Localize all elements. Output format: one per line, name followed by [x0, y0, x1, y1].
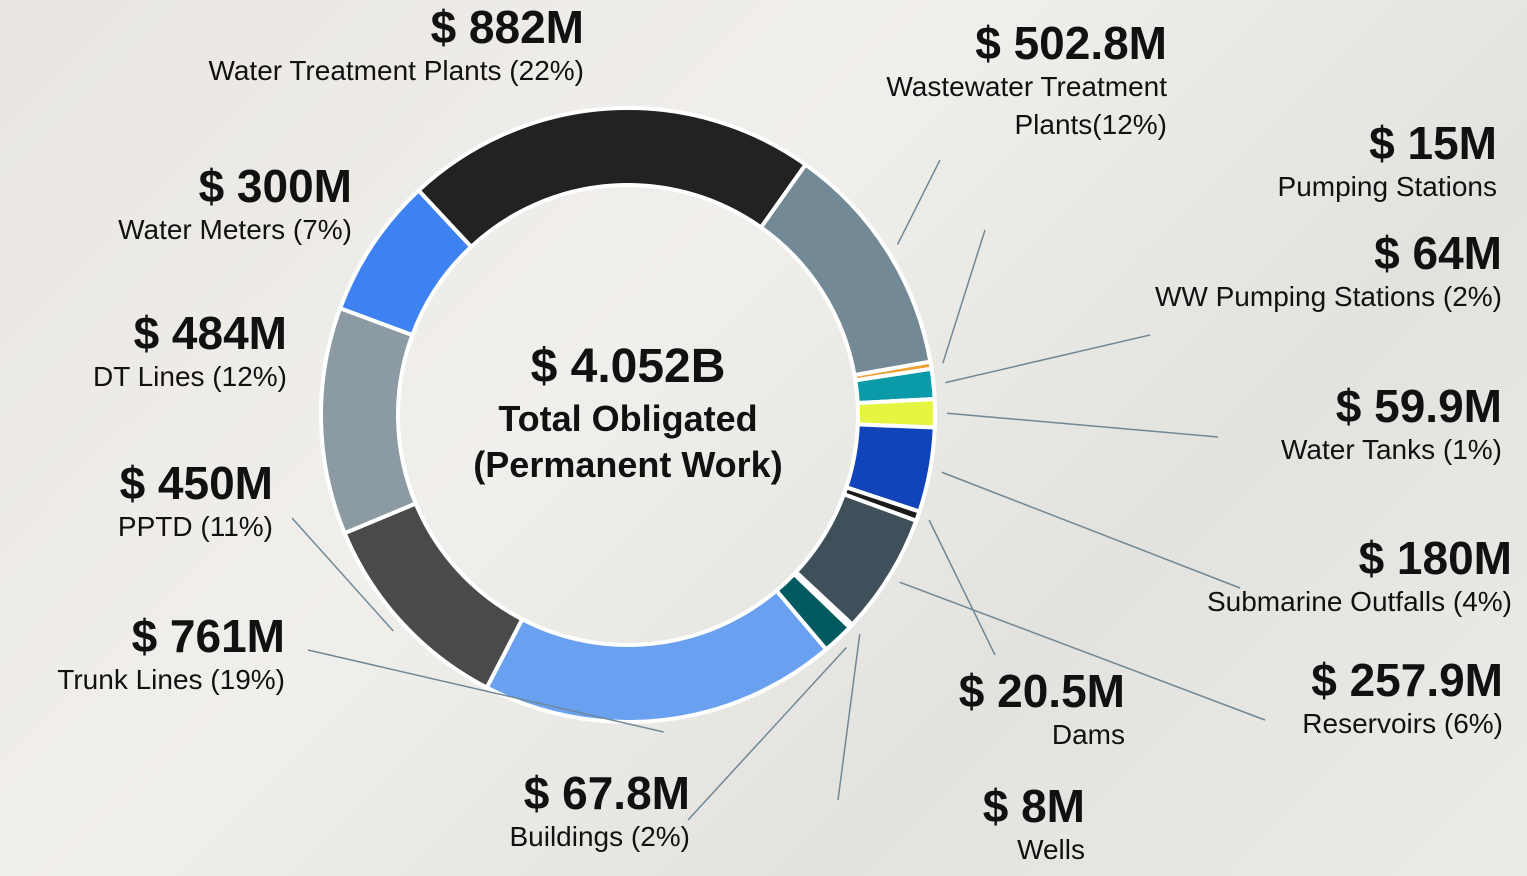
category-label: Buildings (2%): [509, 821, 690, 852]
value-label: $ 882M: [430, 1, 584, 53]
segment-label: $ 761M Trunk Lines (19%): [57, 611, 285, 699]
donut-segment: [342, 500, 525, 691]
donut-segment: [319, 305, 419, 536]
value-label: $ 64M: [1374, 227, 1502, 279]
category-label: Water Treatment Plants (22%): [208, 55, 584, 86]
value-label: $ 180M: [1358, 532, 1512, 584]
value-label: $ 8M: [982, 780, 1085, 832]
center-label: $ 4.052B Total Obligated (Permanent Work…: [408, 338, 848, 488]
value-label: $ 15M: [1369, 117, 1497, 169]
category-label: Dams: [1051, 719, 1125, 750]
segment-label: $ 502.8M Wastewater Treatment Plants(12%): [797, 18, 1167, 144]
value-label: $ 450M: [119, 457, 273, 509]
segment-label: $ 180M Submarine Outfalls (4%): [1207, 533, 1512, 621]
category-label: Submarine Outfalls (4%): [1206, 586, 1512, 617]
leader-line: [896, 159, 941, 245]
leader-line: [687, 646, 847, 821]
value-label: $ 502.8M: [975, 17, 1167, 69]
category-label: Water Tanks (1%): [1281, 434, 1502, 465]
value-label: $ 20.5M: [958, 665, 1125, 717]
center-value: $ 4.052B: [530, 340, 726, 393]
segment-label: $ 64M WW Pumping Stations (2%): [1155, 228, 1502, 316]
leader-line: [307, 649, 664, 733]
leader-line: [942, 229, 986, 364]
value-label: $ 300M: [198, 160, 352, 212]
center-caption: Total Obligated (Permanent Work): [473, 398, 783, 485]
category-label: Wastewater Treatment Plants(12%): [886, 71, 1167, 140]
leader-line: [946, 412, 1219, 438]
value-label: $ 257.9M: [1311, 654, 1503, 706]
leader-line: [899, 581, 1266, 721]
segment-label: $ 59.9M Water Tanks (1%): [1281, 381, 1502, 469]
donut-segment: [415, 106, 809, 250]
value-label: $ 761M: [131, 610, 285, 662]
category-label: Water Meters (7%): [118, 214, 352, 245]
category-label: Reservoirs (6%): [1302, 708, 1503, 739]
leader-line: [941, 471, 1241, 589]
segment-label: $ 67.8M Buildings (2%): [509, 768, 690, 856]
segment-label: $ 882M Water Treatment Plants (22%): [208, 2, 584, 90]
donut-segment: [337, 187, 474, 338]
leader-line: [837, 634, 861, 801]
segment-label: $ 15M Pumping Stations: [1278, 118, 1497, 206]
segment-label: $ 20.5M Dams: [959, 666, 1125, 754]
segment-label: $ 484M DT Lines (12%): [93, 308, 287, 396]
category-label: Wells: [1017, 834, 1085, 865]
value-label: $ 59.9M: [1335, 380, 1502, 432]
segment-label: $ 257.9M Reservoirs (6%): [1302, 655, 1503, 743]
category-label: PPTD (11%): [117, 511, 273, 542]
segment-label: $ 8M Wells: [983, 781, 1085, 869]
category-label: DT Lines (12%): [92, 361, 287, 392]
leader-line: [291, 517, 394, 632]
segment-label: $ 300M Water Meters (7%): [118, 161, 352, 249]
value-label: $ 67.8M: [523, 767, 690, 819]
category-label: WW Pumping Stations (2%): [1155, 281, 1502, 312]
category-label: Pumping Stations: [1277, 171, 1497, 202]
value-label: $ 484M: [133, 307, 287, 359]
leader-line: [928, 519, 996, 656]
leader-line: [945, 334, 1151, 384]
category-label: Trunk Lines (19%): [57, 664, 285, 695]
segment-label: $ 450M PPTD (11%): [118, 458, 273, 546]
